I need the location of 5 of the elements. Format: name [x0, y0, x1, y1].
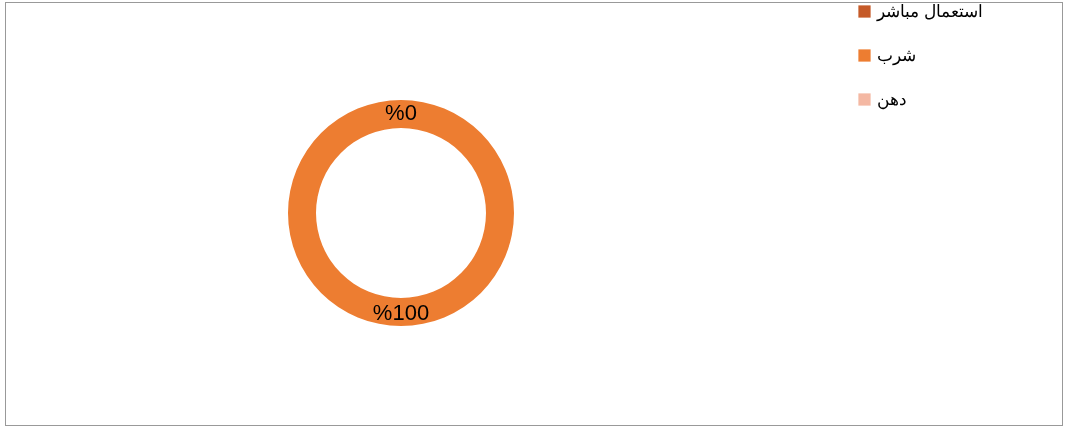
text: %0 — [385, 100, 417, 125]
legend-label: دهن — [877, 89, 907, 110]
legend-label: استعمال مباشر — [876, 1, 983, 22]
legend-label: شرب — [877, 45, 916, 66]
data-label: %100 — [372, 300, 430, 325]
